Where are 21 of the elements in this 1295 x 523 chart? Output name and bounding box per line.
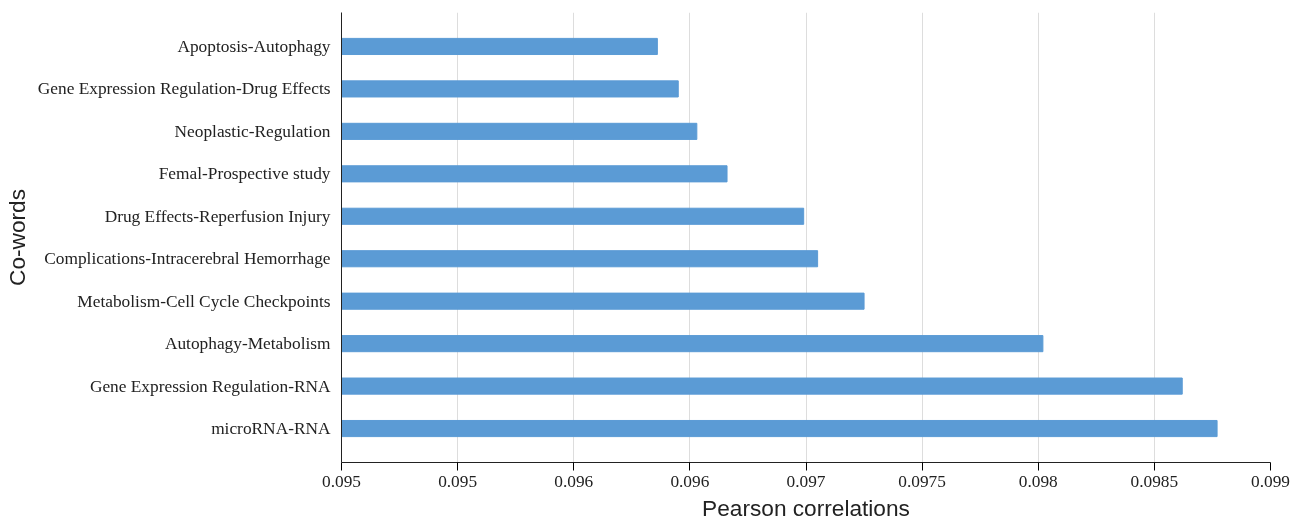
y-tick-label: Apoptosis-Autophagy — [177, 36, 331, 56]
y-axis-title: Co-words — [3, 189, 30, 286]
y-tick-label: Neoplastic-Regulation — [174, 121, 331, 141]
x-tick-label: 0.095 — [322, 471, 362, 491]
x-tick-label: 0.095 — [438, 471, 478, 491]
y-tick-label: Gene Expression Regulation-Drug Effects — [37, 79, 331, 99]
y-tick-label: Complications-Intracerebral Hemorrhage — [44, 249, 331, 269]
y-tick-label: Gene Expression Regulation-RNA — [89, 376, 331, 396]
x-tick-label: 0.096 — [554, 471, 594, 491]
x-tick-label: 0.098 — [1018, 471, 1058, 491]
y-tick-label: Femal-Prospective study — [158, 164, 331, 184]
x-tick-label: 0.099 — [1251, 471, 1291, 491]
x-tick-label: 0.0985 — [1130, 471, 1179, 491]
x-axis-title: Pearson correlations — [702, 494, 910, 521]
y-tick-label: Autophagy-Metabolism — [164, 334, 332, 354]
x-tick-label: 0.096 — [670, 471, 710, 491]
x-tick-label: 0.0975 — [898, 471, 946, 491]
x-tick-label: 0.097 — [786, 471, 826, 491]
y-tick-label: Drug Effects-Reperfusion Injury — [104, 206, 331, 226]
y-tick-label: Metabolism-Cell Cycle Checkpoints — [77, 291, 331, 311]
y-tick-label: microRNA-RNA — [211, 419, 331, 439]
